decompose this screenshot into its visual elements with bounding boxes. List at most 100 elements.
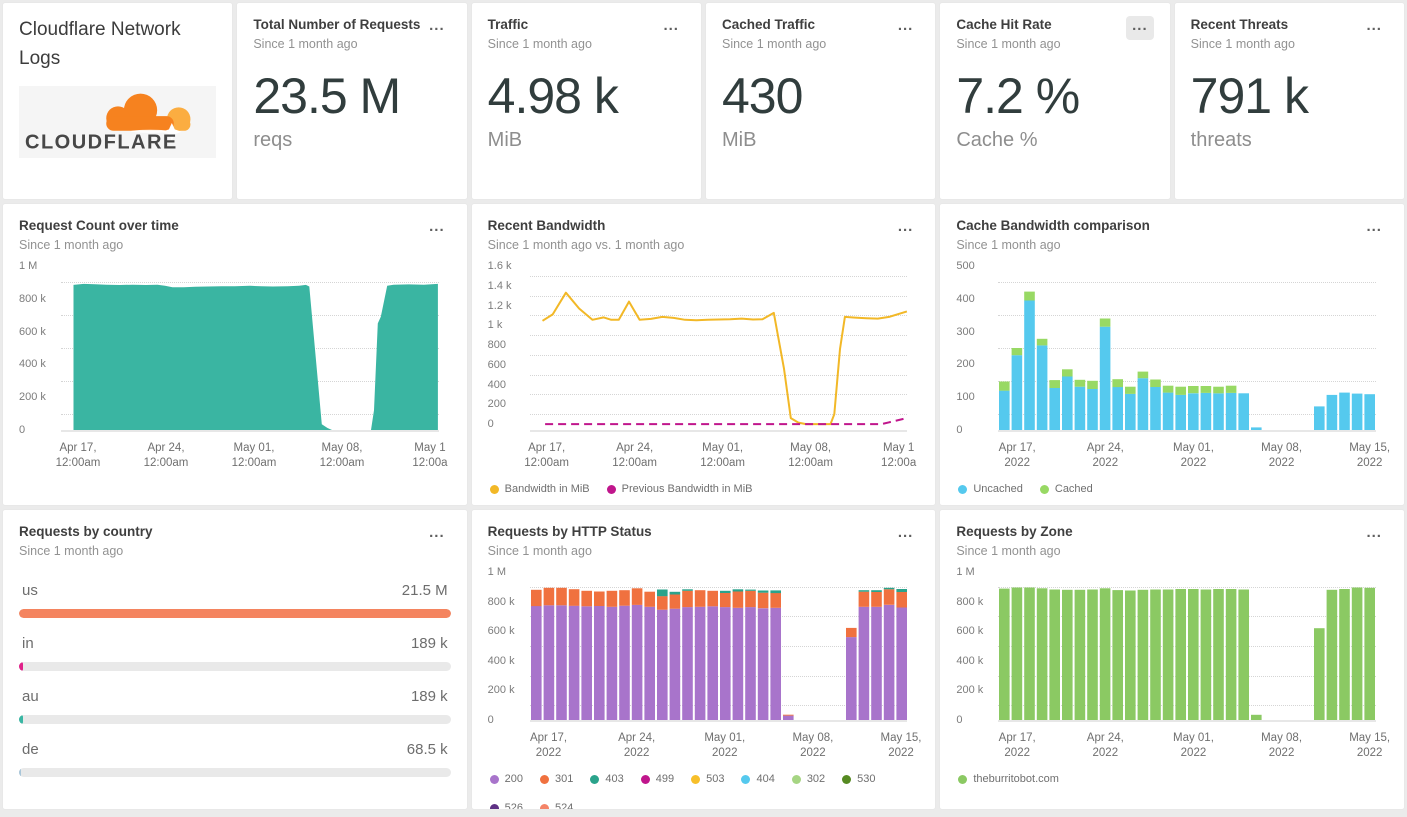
panel-menu-button[interactable]: ...	[429, 524, 445, 541]
bar-segment	[1049, 388, 1061, 430]
panel-menu-button[interactable]: ...	[897, 17, 914, 34]
y-axis-label: 400 k	[19, 358, 46, 371]
panel-menu-button[interactable]: ...	[1126, 16, 1154, 40]
chart-plot-area: 1 M 800 k 600 k 400 k 200 k 0	[956, 566, 1388, 726]
panel-recent-bandwidth: Recent Bandwidth Since 1 month ago vs. 1…	[471, 204, 936, 505]
bar-segment	[1137, 589, 1149, 720]
bar-segment	[1100, 588, 1111, 720]
bar-segment	[1188, 386, 1199, 394]
country-row-line: in 189 k	[19, 635, 451, 652]
bar-segment	[618, 605, 630, 720]
bar-segment	[656, 589, 668, 597]
panel-menu-button[interactable]: ...	[429, 218, 445, 235]
bar-segment	[719, 593, 731, 608]
legend-item-499[interactable]: 499	[640, 773, 675, 785]
gridline	[529, 315, 908, 317]
bar-segment	[770, 590, 781, 594]
legend-dot	[741, 774, 751, 784]
panel-menu-button[interactable]: ...	[1366, 218, 1382, 235]
legend-label: 499	[655, 773, 675, 785]
panel-dashboard-header: Cloudflare Network Logs CLOUDFLARE	[3, 3, 233, 199]
y-axis: 1.6 k 1.4 k 1.2 k 1 k 800 600 400 200 0	[487, 260, 530, 432]
panel-requests-by-zone: Requests by Zone Since 1 month ago ... 1…	[940, 510, 1404, 809]
country-label: de	[22, 741, 39, 758]
legend-item-theburritobot-com[interactable]: theburritobot.com	[958, 773, 1059, 785]
bar-segment	[1024, 291, 1036, 301]
legend-item-previous-bandwidth-in-mib[interactable]: Previous Bandwidth in MiB	[606, 483, 753, 495]
gridline	[529, 295, 908, 297]
panel-menu-button[interactable]: ...	[663, 17, 679, 34]
chart-plot-area: 1.6 k 1.4 k 1.2 k 1 k 800 600 400 200 0	[487, 260, 920, 432]
x-axis-tick: May 01, 2022	[1172, 442, 1214, 469]
bar-segment	[1200, 589, 1212, 720]
y-axis-label: 600 k	[487, 625, 515, 638]
bar-segment	[1163, 589, 1174, 720]
panel-cache-hit-rate: Cache Hit Rate Since 1 month ago ... 7.2…	[940, 3, 1170, 199]
y-axis: 1 M 800 k 600 k 400 k 200 k 0	[487, 566, 530, 726]
cache-bandwidth-chart: 500 400 300 200 100 0 Apr 17, 2022 Apr 24, 2022 Ma…	[956, 260, 1390, 495]
bar-segment	[845, 637, 857, 720]
bar-segment	[581, 590, 592, 607]
panel-subtitle: Since 1 month ago	[721, 37, 827, 51]
bar-segment	[568, 605, 580, 720]
legend-item-301[interactable]: 301	[540, 773, 573, 785]
gridline	[529, 374, 908, 376]
legend-item-530[interactable]: 530	[842, 773, 876, 785]
legend-item-200[interactable]: 200	[489, 773, 523, 785]
bar-segment	[770, 593, 781, 608]
panel-title: Requests by HTTP Status	[487, 524, 652, 539]
cloudflare-logo-image: CLOUDFLARE	[25, 93, 191, 152]
bar-segment	[1125, 590, 1136, 720]
x-axis-tick: Apr 24, 2022	[618, 732, 656, 759]
legend-item-cached[interactable]: Cached	[1039, 483, 1093, 495]
bar-segment	[1352, 587, 1363, 720]
country-label: in	[22, 635, 34, 652]
y-axis-label: 1 k	[487, 319, 503, 332]
bar-segment	[1213, 386, 1225, 394]
legend-item-403[interactable]: 403	[590, 773, 624, 785]
requests-by-http-status-chart: 1 M 800 k 600 k 400 k 200 k 0 Apr 17, 2022 Apr 2…	[487, 566, 921, 809]
legend-item-302[interactable]: 302	[791, 773, 825, 785]
legend-dot	[1039, 484, 1049, 494]
y-axis-label: 0	[956, 714, 963, 726]
panel-menu-button[interactable]: ...	[897, 524, 914, 541]
panel-subtitle: Since 1 month ago	[1190, 37, 1295, 51]
legend-item-503[interactable]: 503	[691, 773, 724, 785]
bar-segment	[555, 605, 567, 720]
panel-title: Requests by country	[19, 524, 153, 539]
x-axis-tick: Apr 17, 2022	[529, 732, 568, 759]
bar-segment	[1200, 392, 1212, 430]
bar-segment	[669, 594, 680, 609]
legend-dot	[691, 774, 701, 784]
y-axis-label: 400 k	[956, 654, 984, 667]
panel-menu-button[interactable]: ...	[897, 218, 914, 235]
chart-legend: Bandwidth in MiB Previous Bandwidth in Mi…	[489, 483, 920, 495]
panel-menu-button[interactable]: ...	[429, 17, 445, 34]
gridline	[529, 586, 908, 588]
bar-segment	[707, 590, 718, 607]
y-axis-label: 100	[956, 391, 975, 404]
bar-segment	[681, 589, 693, 591]
bar-segment	[1100, 318, 1111, 327]
y-axis-label: 400	[956, 292, 975, 305]
panel-traffic: Traffic Since 1 month ago ... 4.98 k MiB	[471, 3, 701, 199]
x-axis-tick: Apr 24, 12:00am	[612, 442, 658, 469]
y-axis-label: 800	[487, 339, 507, 352]
legend-item-404[interactable]: 404	[741, 773, 775, 785]
stat-unit: reqs	[253, 129, 293, 151]
legend-item-uncached[interactable]: Uncached	[958, 483, 1023, 495]
line-series	[544, 417, 907, 426]
legend-item-bandwidth-in-mib[interactable]: Bandwidth in MiB	[489, 483, 590, 495]
bar-segment	[1238, 393, 1250, 430]
y-axis: 1 M 800 k 600 k 400 k 200 k 0	[956, 566, 998, 726]
y-axis-label: 200 k	[487, 684, 515, 697]
legend-item-524[interactable]: 524	[540, 802, 573, 809]
legend-label: 404	[756, 773, 775, 785]
x-axis-tick: May 01, 12:00am	[700, 442, 746, 469]
x-axis-tick: May 01, 2022	[1172, 732, 1214, 759]
cloudflare-logo: CLOUDFLARE	[19, 86, 217, 158]
panel-menu-button[interactable]: ...	[1366, 17, 1382, 34]
y-axis-label: 1.2 k	[487, 299, 512, 312]
panel-menu-button[interactable]: ...	[1366, 524, 1382, 541]
legend-item-526[interactable]: 526	[489, 802, 523, 809]
